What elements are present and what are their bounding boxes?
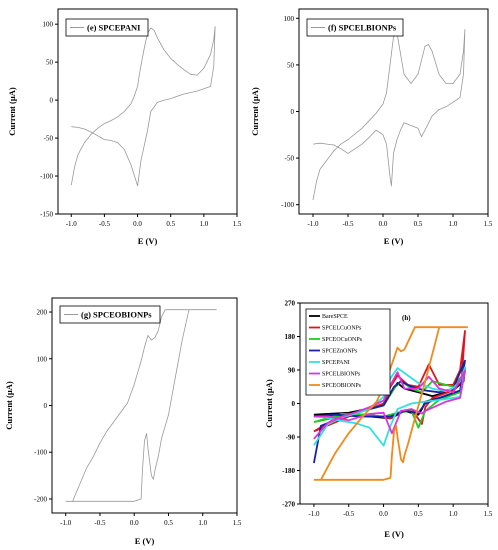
legend-label: SPCEPANI: [322, 360, 350, 366]
panel-h: -1.0 -0.5 0.0 0.5 1.0 1.5 -270 -180 -90 0 90 180 270…: [264, 300, 493, 540]
legend-box: [306, 18, 404, 37]
y-tick-label: 50: [287, 61, 295, 69]
x-tick-label: -0.5: [343, 510, 355, 518]
panel-f: -1.0 -0.5 0.0 0.5 1.0 1.5 -100 -50 0 50 100 E (V) Cu…: [250, 8, 493, 246]
x-tick-label: -0.5: [99, 220, 111, 228]
series-line-spceznonps: [313, 359, 466, 464]
x-tick-label: 1.0: [199, 220, 208, 228]
y-axis-label: Current (µA): [264, 379, 274, 428]
series-line-1: [70, 26, 216, 187]
x-tick-label: 0.5: [166, 220, 175, 228]
y-tick-label: -180: [282, 467, 295, 475]
y-tick-label: -50: [285, 155, 295, 163]
x-axis-label: E (V): [135, 536, 155, 546]
x-tick-label: 0.0: [379, 510, 388, 518]
legend-label: SPCEOCuONPs: [322, 337, 363, 343]
y-tick-label: -50: [44, 135, 54, 143]
y-tick-label: 50: [46, 59, 54, 67]
legend-label: (e) SPCEPANI: [87, 23, 141, 33]
y-tick-label: 100: [37, 355, 48, 363]
y-tick-label: -100: [281, 201, 294, 209]
x-axis-label: E (V): [384, 236, 404, 246]
y-tick-label: -270: [282, 501, 295, 509]
legend-label: SPCELCuONPs: [322, 326, 362, 332]
legend-label: BareSPCE: [322, 314, 348, 320]
y-axis-label: Current (µA): [7, 87, 17, 136]
y-tick-label: -200: [34, 495, 47, 503]
x-tick-label: 1.5: [233, 519, 242, 527]
y-tick-label: 180: [285, 333, 296, 341]
y-tick-label: 270: [285, 300, 296, 308]
panel-label: (h): [402, 314, 411, 322]
y-tick-label: -100: [40, 173, 53, 181]
x-tick-label: 1.5: [484, 220, 493, 228]
plot-frame: [51, 297, 238, 514]
x-tick-label: -0.5: [94, 519, 106, 527]
legend-box: [59, 305, 161, 324]
y-axis-label: Current (µA): [250, 87, 260, 136]
series-line-3: [65, 309, 217, 502]
legend-label: (f) SPCELBIONPs: [328, 23, 397, 33]
legend-label: SPCEOBIONPs: [322, 383, 362, 389]
y-tick-label: -100: [34, 449, 47, 457]
legend-label: SPCEZnONPs: [322, 349, 358, 355]
y-tick-label: 0: [50, 97, 54, 105]
x-tick-label: 0.5: [414, 220, 423, 228]
y-tick-label: 100: [284, 15, 295, 23]
y-tick-label: 200: [37, 309, 48, 317]
x-tick-label: 0.0: [133, 220, 142, 228]
series-line-2: [312, 29, 466, 201]
plot-frame: [57, 8, 238, 215]
x-tick-label: 0.0: [130, 519, 139, 527]
y-tick-label: 0: [44, 402, 48, 410]
x-tick-label: -0.5: [342, 220, 354, 228]
x-tick-label: -1.0: [60, 519, 72, 527]
y-tick-label: -150: [40, 211, 53, 219]
y-tick-label: 100: [43, 21, 54, 29]
x-tick-label: 1.5: [233, 220, 242, 228]
y-tick-label: 0: [291, 108, 295, 116]
x-axis-label: E (V): [384, 529, 404, 539]
legend-label: (g) SPCEOBIONPs: [81, 310, 152, 320]
legend-box: [65, 18, 149, 37]
x-tick-label: 0.5: [414, 510, 423, 518]
x-tick-label: -1.0: [307, 220, 319, 228]
x-tick-label: -1.0: [66, 220, 78, 228]
y-tick-label: 90: [288, 367, 296, 375]
x-tick-label: -1.0: [308, 510, 320, 518]
x-tick-label: 0.0: [379, 220, 388, 228]
y-tick-label: 0: [292, 400, 296, 408]
y-axis-label: Current (µA): [4, 381, 14, 430]
panel-g: -1.0 -0.5 0.0 0.5 1.0 1.5 -200 -100 0 100 200 E (V)…: [4, 297, 242, 546]
x-tick-label: 1.0: [198, 519, 207, 527]
panel-e: -1.0 -0.5 0.0 0.5 1.0 1.5 -150 -100 -50 0 50 100 E (…: [7, 8, 242, 246]
x-tick-label: 1.5: [484, 510, 493, 518]
y-tick-label: -90: [286, 434, 296, 442]
legend-label: SPCELBIONPs: [322, 372, 361, 378]
x-tick-label: 0.5: [164, 519, 173, 527]
x-axis-label: E (V): [138, 236, 158, 246]
x-tick-label: 1.0: [449, 220, 458, 228]
legend-box: [305, 308, 391, 396]
x-tick-label: 1.0: [449, 510, 458, 518]
